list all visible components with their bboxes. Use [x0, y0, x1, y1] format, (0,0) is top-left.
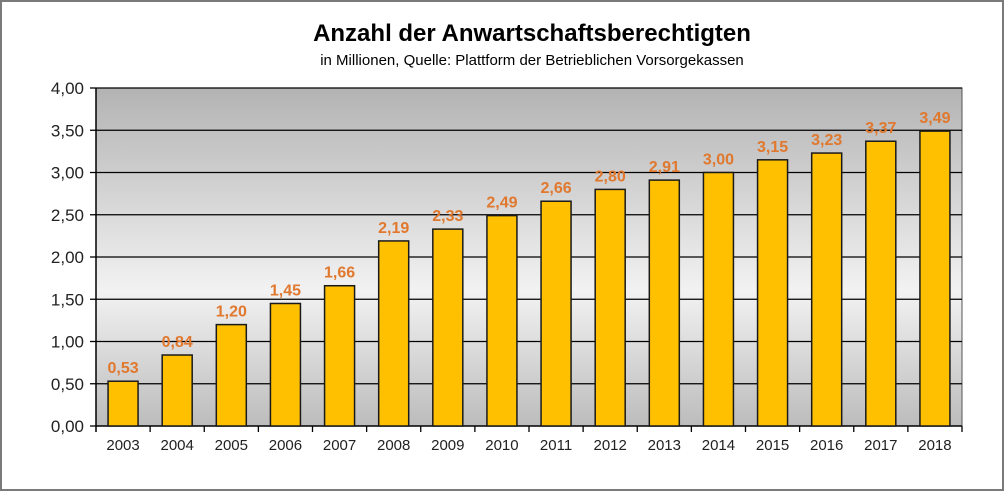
- x-tick-label: 2012: [594, 437, 627, 454]
- bar-2014: [702, 171, 735, 427]
- data-label-2010: 2,49: [486, 195, 517, 212]
- chart-title: Anzahl der Anwartschaftsberechtigten: [313, 20, 751, 47]
- data-label-2011: 2,66: [540, 180, 571, 197]
- x-tick-label: 2014: [702, 437, 735, 454]
- chart-subtitle: in Millionen, Quelle: Plattform der Betr…: [320, 52, 744, 69]
- y-tick-label: 3,50: [51, 121, 84, 140]
- x-tick-label: 2018: [918, 437, 951, 454]
- data-label-2004: 0,84: [162, 334, 193, 351]
- y-tick-label: 1,00: [51, 333, 84, 352]
- bar-2012: [594, 188, 626, 427]
- x-tick-label: 2008: [377, 437, 410, 454]
- data-label-2018: 3,49: [919, 110, 950, 127]
- y-tick-label: 0,50: [51, 375, 84, 394]
- x-tick-label: 2009: [431, 437, 464, 454]
- bar-2016: [810, 152, 843, 427]
- x-tick-label: 2006: [269, 437, 302, 454]
- bar-2003: [107, 380, 139, 427]
- x-tick-label: 2013: [648, 437, 681, 454]
- x-tick-label: 2003: [106, 437, 139, 454]
- bar-2017: [865, 140, 897, 427]
- data-label-2017: 3,37: [865, 120, 896, 137]
- x-tick-label: 2005: [215, 437, 248, 454]
- bar-2010: [486, 214, 518, 427]
- x-tick-label: 2016: [810, 437, 843, 454]
- x-tick-label: 2017: [864, 437, 897, 454]
- y-tick-label: 4,00: [51, 79, 84, 98]
- data-label-2012: 2,80: [595, 168, 626, 185]
- bar-2015: [756, 159, 789, 427]
- data-label-2014: 3,00: [703, 152, 734, 169]
- bar-2004: [161, 354, 193, 427]
- bar-2013: [648, 179, 681, 427]
- data-label-2006: 1,45: [270, 282, 301, 299]
- y-tick-label: 1,50: [51, 290, 84, 309]
- bar-2007: [323, 284, 356, 427]
- data-label-2016: 3,23: [811, 132, 842, 149]
- data-label-2007: 1,66: [324, 265, 355, 282]
- bar-2018: [919, 130, 951, 427]
- y-tick-label: 2,00: [51, 248, 84, 267]
- data-label-2013: 2,91: [649, 159, 680, 176]
- bar-2011: [540, 200, 572, 427]
- data-label-2008: 2,19: [378, 220, 409, 237]
- bar-2005: [215, 323, 248, 427]
- data-label-2009: 2,33: [432, 208, 463, 225]
- y-tick-label: 0,00: [51, 417, 84, 436]
- x-tick-label: 2011: [540, 437, 572, 454]
- data-label-2015: 3,15: [757, 139, 788, 156]
- y-tick-label: 2,50: [51, 206, 84, 225]
- bar-2009: [432, 228, 464, 427]
- x-tick-label: 2015: [756, 437, 789, 454]
- y-tick-label: 3,00: [51, 164, 84, 183]
- x-tick-label: 2010: [485, 437, 518, 454]
- x-tick-label: 2007: [323, 437, 356, 454]
- bar-2008: [377, 240, 410, 427]
- data-label-2003: 0,53: [107, 360, 138, 377]
- data-label-2005: 1,20: [216, 304, 247, 321]
- bar-2006: [269, 302, 302, 427]
- x-tick-label: 2004: [161, 437, 194, 454]
